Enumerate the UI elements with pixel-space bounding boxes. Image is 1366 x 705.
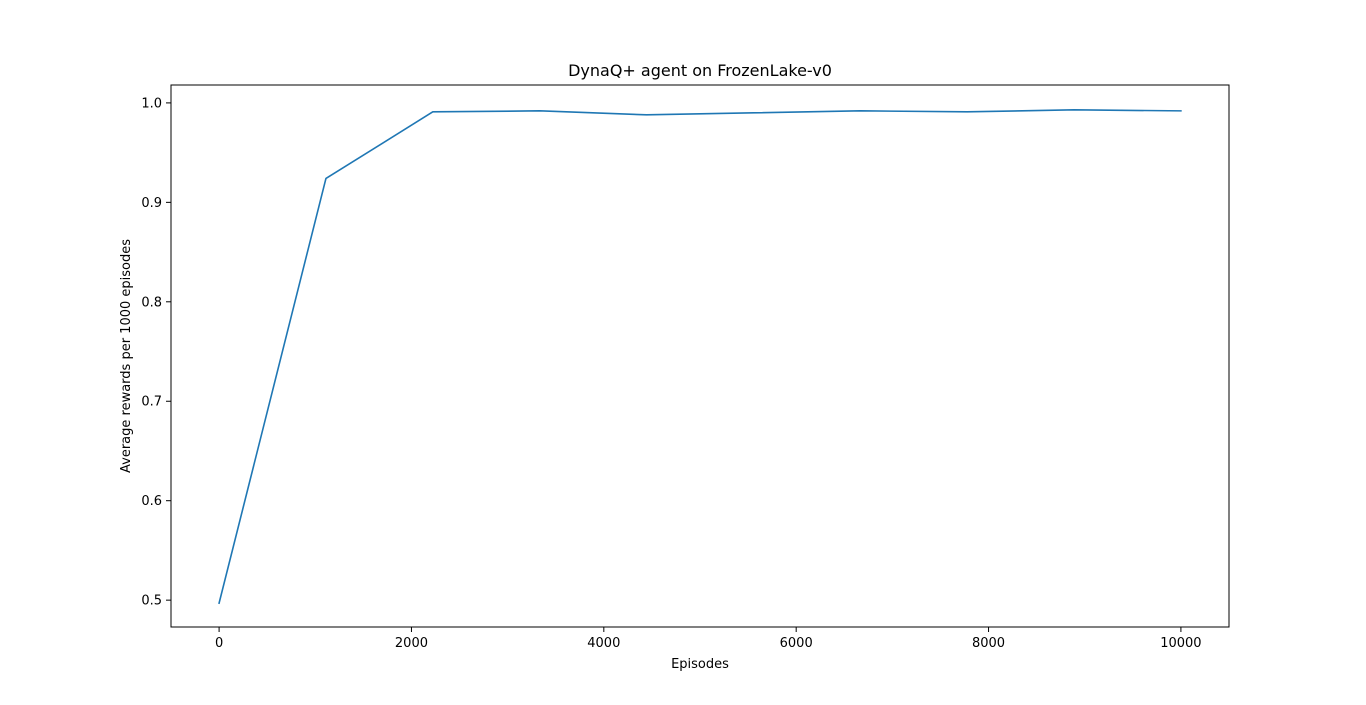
x-tick-label: 6000: [780, 636, 813, 651]
x-tick-label: 10000: [1160, 636, 1201, 651]
y-axis-label: Average rewards per 1000 episodes: [119, 239, 134, 473]
x-axis-ticks: 0 2000 4000 6000 8000 10000: [215, 627, 1202, 651]
x-tick-label: 8000: [972, 636, 1005, 651]
x-tick-label: 2000: [395, 636, 428, 651]
x-tick-label: 4000: [587, 636, 620, 651]
x-axis-label: Episodes: [671, 657, 729, 672]
y-tick-label: 0.6: [141, 494, 162, 509]
series-line-0: [218, 109, 1182, 605]
plot-frame: [170, 84, 1230, 628]
y-tick-label: 0.9: [141, 196, 162, 211]
plot-area: [171, 85, 1229, 627]
x-tick-label: 0: [215, 636, 223, 651]
y-axis-ticks: 0.5 0.6 0.7 0.8 0.9 1.0: [141, 96, 171, 609]
series-layer: [218, 109, 1182, 605]
y-tick-label: 0.7: [141, 395, 162, 410]
y-tick-label: 0.5: [141, 594, 162, 609]
chart-title: DynaQ+ agent on FrozenLake-v0: [568, 61, 832, 80]
y-tick-label: 1.0: [141, 96, 162, 111]
y-tick-label: 0.8: [141, 295, 162, 310]
